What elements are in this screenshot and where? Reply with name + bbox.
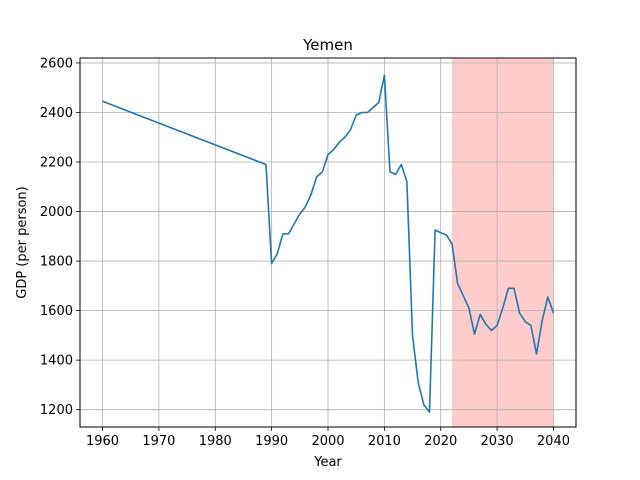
y-tick-label: 2600	[40, 56, 73, 71]
shaded-region	[452, 58, 554, 427]
grid-lines	[80, 58, 576, 427]
x-tick-label: 1970	[142, 434, 175, 449]
y-tick-label: 2000	[40, 205, 73, 220]
y-tick-label: 2400	[40, 106, 73, 121]
y-axis-label: GDP (per person)	[15, 186, 30, 299]
forecast-shaded-region	[452, 58, 554, 427]
x-tick-label: 1980	[199, 434, 232, 449]
x-tick-label: 2010	[368, 434, 401, 449]
x-tick-label: 2030	[481, 434, 514, 449]
x-tick-label: 1960	[86, 434, 119, 449]
chart-title: Yemen	[302, 36, 353, 54]
x-axis-ticks: 1960 1970 1980 1990 2000 2010 2020 2030 2040	[86, 427, 570, 449]
y-tick-label: 1400	[40, 354, 73, 369]
series-line-path	[102, 74, 555, 413]
y-tick-label: 1200	[40, 403, 73, 418]
x-tick-label: 2000	[311, 434, 344, 449]
y-tick-label: 1600	[40, 304, 73, 319]
y-axis-ticks: 1200 1400 1600 1800 2000 2200 2400 2600	[40, 56, 80, 418]
y-tick-label: 2200	[40, 156, 73, 171]
y-tick-label: 1800	[40, 255, 73, 270]
x-tick-label: 1990	[255, 434, 288, 449]
x-tick-label: 2040	[537, 434, 570, 449]
series-line	[102, 74, 555, 413]
x-tick-label: 2020	[424, 434, 457, 449]
x-axis-label: Year	[313, 455, 342, 470]
